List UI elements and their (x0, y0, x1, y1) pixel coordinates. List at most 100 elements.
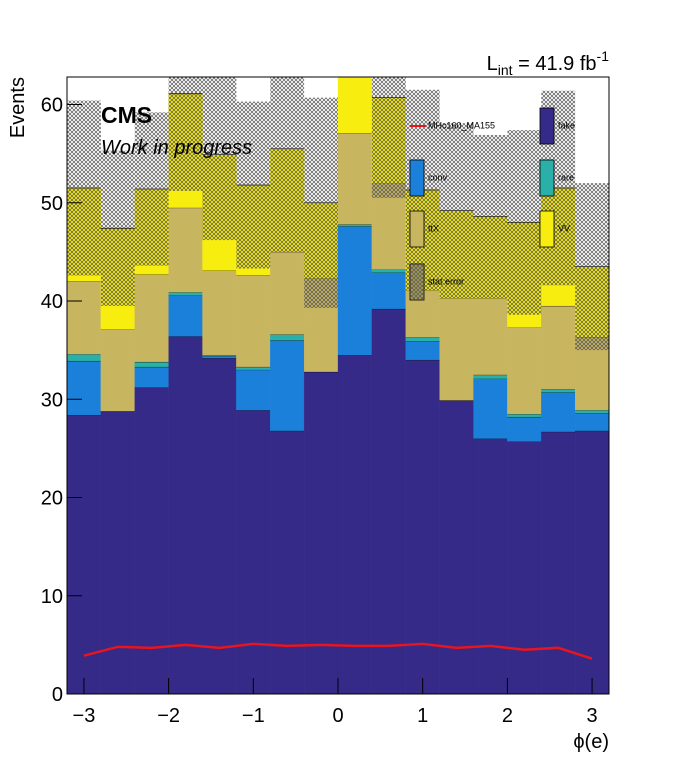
bar-segment (236, 366, 271, 370)
y-tick-label: 60 (41, 95, 63, 117)
bar-segment (134, 361, 169, 367)
legend-label: conv (428, 172, 448, 182)
bar-segment (439, 400, 474, 694)
bar-segment (337, 226, 373, 356)
bar-segment (337, 354, 373, 694)
bar-segment (473, 297, 508, 375)
stat-error-band (236, 101, 271, 269)
x-tick-label: 1 (417, 705, 428, 727)
bar-segment (168, 207, 203, 293)
y-tick-label: 50 (41, 193, 63, 215)
x-tick-label: −3 (73, 705, 96, 727)
bar-segment (168, 294, 203, 337)
bar-segment (134, 274, 169, 363)
bar-segment (202, 357, 237, 694)
x-tick-label: 2 (502, 705, 513, 727)
legend-label: rare (558, 172, 574, 182)
axes: 0 10 20 30 40 50 60 −3 −2 −1 0 1 2 3 (41, 76, 610, 727)
y-tick-label: 20 (41, 488, 63, 510)
legend-label: VV (558, 223, 570, 233)
bar-segment (270, 340, 305, 431)
stat-error-band (134, 112, 169, 266)
bar-segment (507, 413, 542, 418)
bar-segment (168, 336, 203, 694)
bar-segment (574, 412, 609, 431)
x-tick-label: 3 (587, 705, 598, 727)
legend-swatch (539, 107, 555, 145)
bar-segment (405, 337, 440, 342)
bar-segment (541, 431, 576, 694)
y-tick-label: 30 (41, 389, 63, 411)
lumi-rest: = 41.9 fb (513, 53, 597, 75)
y-tick-label: 10 (41, 586, 63, 608)
bar-segment (100, 329, 135, 412)
x-tick-label: −1 (242, 705, 265, 727)
x-tick-label: 0 (332, 705, 343, 727)
stat-error-band (439, 123, 474, 299)
bar-segment (67, 360, 102, 416)
legend-label: stat error (428, 276, 464, 286)
bar-segment (67, 353, 102, 362)
bar-segment (371, 269, 406, 273)
lumi-sub: int (498, 62, 513, 78)
bar-segment (473, 378, 508, 439)
bar-segment (337, 132, 373, 225)
stat-error-band (202, 77, 237, 241)
legend-swatch (409, 210, 425, 248)
bar-segment (303, 371, 339, 694)
bar-segment (236, 275, 271, 367)
bar-segment (236, 369, 271, 411)
bar-segment (574, 430, 609, 694)
bar-segment (507, 327, 542, 415)
signal-line (83, 642, 593, 660)
lumi-main: L (487, 53, 498, 75)
x-tick-label: −2 (157, 705, 180, 727)
bar-segment (168, 292, 203, 296)
bar-segment (541, 392, 576, 432)
stat-error-band (168, 77, 203, 191)
experiment-label: CMS (101, 102, 152, 128)
bar-segment (134, 387, 169, 694)
stat-error-band (507, 130, 542, 315)
bar-segment (371, 272, 406, 310)
legend-label: MHc160_MA155 (428, 120, 495, 130)
bar-segment (473, 374, 508, 379)
stat-error-band (67, 100, 101, 276)
bar-segment (337, 77, 373, 134)
bar-segment (507, 441, 542, 694)
legend-label: ttX (428, 223, 439, 233)
bar-segment (507, 416, 542, 442)
bar-segment (236, 409, 271, 694)
bar-segment (67, 281, 102, 355)
stat-error-band (371, 77, 406, 198)
bar-segment (100, 410, 135, 694)
stat-error-band (100, 150, 135, 306)
lumi-label: Lint = 41.9 fb-1 (487, 48, 610, 78)
x-axis-title: ϕ(e) (573, 731, 609, 753)
stat-error-band (575, 183, 609, 351)
legend-swatch (409, 159, 425, 197)
stat-error-band (304, 97, 338, 308)
legend-swatch (539, 159, 555, 197)
legend: MHc160_MA155 fake conv rare ttX VV stat error (409, 107, 575, 301)
legend-swatch (539, 210, 555, 248)
stat-error-band (473, 134, 508, 299)
bar-segment (439, 297, 474, 401)
bar-segment (134, 366, 169, 388)
bar-segment (473, 438, 508, 694)
bar-segment (405, 341, 440, 361)
status-label: Work in progress (101, 137, 252, 159)
legend-hatch (410, 264, 424, 300)
y-axis-title: Events (7, 77, 29, 138)
lumi-sup: -1 (597, 48, 610, 64)
legend-label: fake (558, 120, 575, 130)
bar-segment (202, 270, 237, 356)
plot-area (67, 77, 609, 694)
y-tick-label: 0 (52, 684, 63, 706)
bar-segment (541, 305, 576, 390)
bar-segment (270, 334, 305, 341)
bar-segment (574, 409, 609, 414)
y-tick-label: 40 (41, 291, 63, 313)
bar-segment (67, 414, 102, 694)
bar-segment (270, 251, 305, 335)
